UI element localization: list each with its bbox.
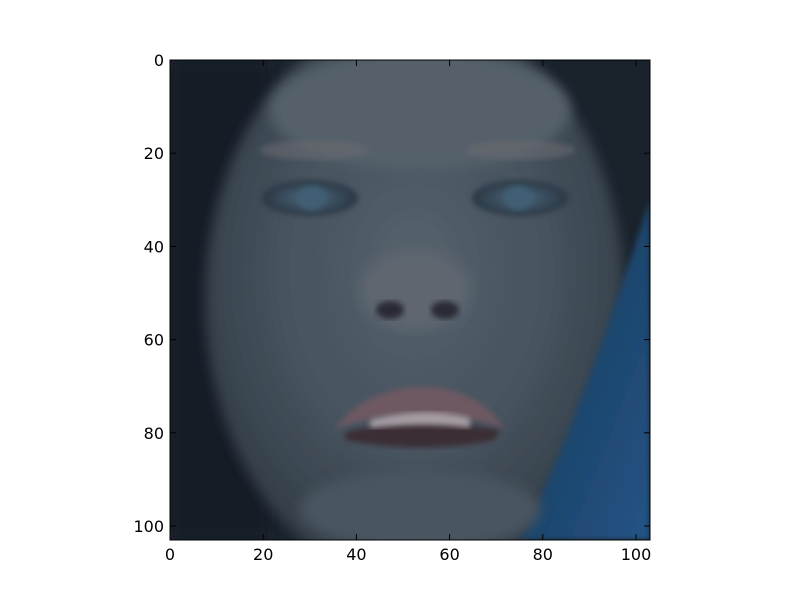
axes-frame xyxy=(169,59,651,541)
nose xyxy=(360,250,470,330)
left-eye xyxy=(262,180,358,216)
face-photo xyxy=(170,60,650,540)
y-tick-label: 0 xyxy=(154,51,164,70)
y-axis: 0 20 40 60 80 100 xyxy=(133,51,650,536)
right-eye xyxy=(472,180,568,216)
y-tick-label: 80 xyxy=(144,424,164,443)
x-tick-label: 0 xyxy=(165,545,175,564)
x-tick-label: 40 xyxy=(346,545,366,564)
x-tick-label: 20 xyxy=(253,545,273,564)
mouth xyxy=(335,386,505,448)
y-tick-label: 100 xyxy=(133,517,164,536)
x-tick-label: 80 xyxy=(533,545,553,564)
x-axis: 0 20 40 60 80 100 xyxy=(165,60,651,564)
y-tick-label: 60 xyxy=(144,331,164,350)
x-tick-label: 100 xyxy=(621,545,652,564)
y-tick-label: 20 xyxy=(144,144,164,163)
x-tick-label: 60 xyxy=(439,545,459,564)
y-tick-label: 40 xyxy=(144,237,164,256)
